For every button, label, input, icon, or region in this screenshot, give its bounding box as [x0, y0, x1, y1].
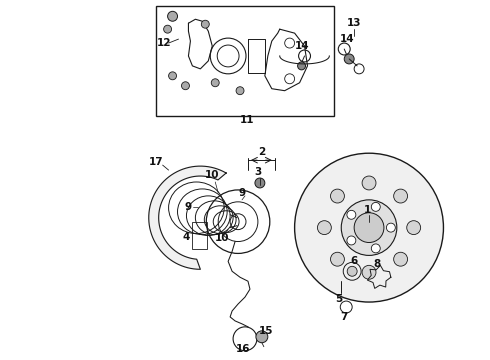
- Circle shape: [211, 79, 219, 87]
- Circle shape: [393, 252, 408, 266]
- Text: 8: 8: [373, 259, 381, 269]
- Circle shape: [407, 221, 420, 235]
- Bar: [193, 222, 207, 249]
- Text: 2: 2: [258, 147, 266, 157]
- Circle shape: [331, 252, 344, 266]
- Bar: [156, 6, 334, 116]
- Circle shape: [341, 200, 397, 255]
- Text: 10: 10: [205, 170, 220, 180]
- Circle shape: [347, 266, 357, 276]
- Text: 16: 16: [236, 344, 250, 354]
- Circle shape: [255, 178, 265, 188]
- Circle shape: [387, 223, 395, 232]
- Text: 1: 1: [364, 205, 370, 215]
- Circle shape: [181, 82, 190, 90]
- Circle shape: [371, 202, 380, 211]
- Text: 12: 12: [156, 38, 171, 48]
- Text: 17: 17: [148, 157, 163, 167]
- Circle shape: [201, 20, 209, 28]
- Text: 7: 7: [341, 312, 348, 322]
- Circle shape: [354, 213, 384, 243]
- Text: 4: 4: [183, 231, 190, 242]
- Circle shape: [344, 54, 354, 64]
- Circle shape: [164, 25, 171, 33]
- Polygon shape: [149, 166, 226, 269]
- Circle shape: [371, 244, 380, 253]
- Circle shape: [256, 331, 268, 343]
- Circle shape: [169, 72, 176, 80]
- Circle shape: [297, 62, 306, 70]
- Text: 6: 6: [350, 256, 358, 266]
- Text: 3: 3: [254, 167, 262, 177]
- Text: 10: 10: [215, 233, 229, 243]
- Text: 9: 9: [239, 188, 245, 198]
- Text: 15: 15: [259, 326, 273, 336]
- Circle shape: [331, 189, 344, 203]
- Circle shape: [362, 176, 376, 190]
- Circle shape: [318, 221, 331, 235]
- Circle shape: [347, 236, 356, 245]
- Circle shape: [393, 189, 408, 203]
- Circle shape: [347, 210, 356, 219]
- Circle shape: [362, 265, 376, 279]
- Text: 9: 9: [185, 202, 192, 212]
- Text: 5: 5: [336, 294, 343, 304]
- Circle shape: [236, 87, 244, 95]
- Text: 13: 13: [347, 18, 362, 28]
- Circle shape: [294, 153, 443, 302]
- Circle shape: [168, 11, 177, 21]
- Text: 14: 14: [295, 41, 310, 51]
- Text: 11: 11: [240, 116, 254, 126]
- Text: 14: 14: [340, 34, 355, 44]
